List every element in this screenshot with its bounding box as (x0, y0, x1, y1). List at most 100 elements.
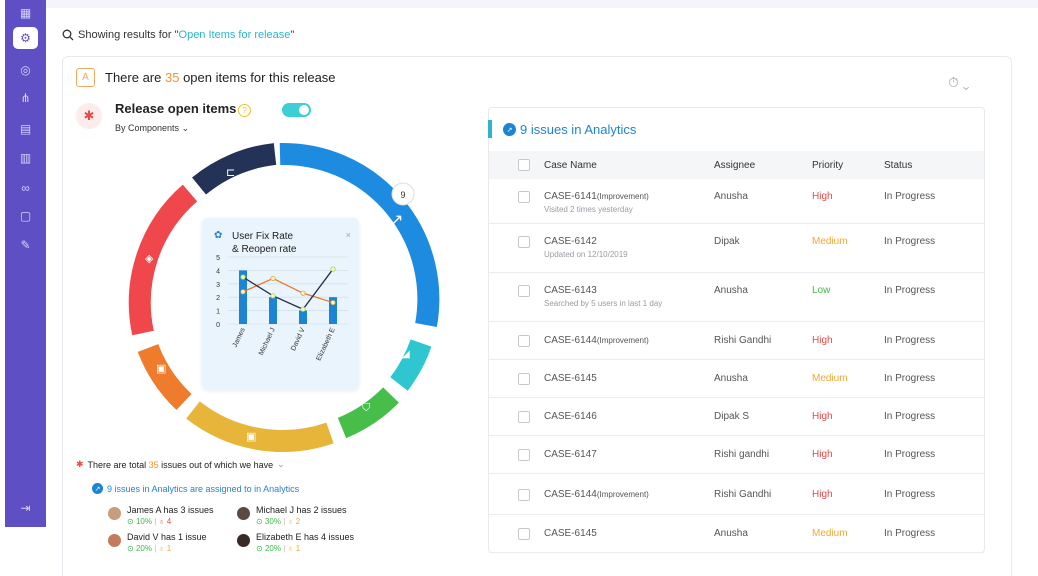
table-row[interactable]: CASE-6147 Rishi gandhi High In Progress (489, 436, 984, 474)
table-row[interactable]: CASE-6142 Updated on 12/10/2019 Dipak Mediu… (489, 224, 984, 273)
table-row[interactable]: CASE-6143 Searched by 5 users in last 1 d… (489, 273, 984, 322)
case-name[interactable]: CASE-6145 (544, 373, 597, 384)
search-query[interactable]: Open Items for release (178, 29, 291, 41)
link-icon[interactable]: ∞ (21, 181, 30, 195)
table-row[interactable]: CASE-6141(Improvement) Visited 2 times ye… (489, 179, 984, 224)
network-icon[interactable]: ⋔ (20, 91, 31, 105)
settings-dropdown-icon[interactable]: ⏱ ⌄ (948, 74, 970, 90)
donut-segment-analytics[interactable] (279, 142, 440, 327)
pin-icon[interactable]: ✎ (20, 238, 31, 252)
select-all-checkbox[interactable] (518, 159, 530, 171)
series-line (242, 277, 334, 304)
y-tick-label: 5 (216, 255, 220, 262)
donut-segment-green[interactable] (337, 387, 399, 439)
issues-title: ↗ 9 issues in Analytics (503, 122, 636, 137)
case-subtext: Updated on 12/10/2019 (544, 250, 628, 259)
target-icon[interactable]: ◎ (20, 63, 31, 77)
row-checkbox[interactable] (518, 335, 530, 347)
series-point (270, 293, 276, 299)
fix-rate-popover: ✿ User Fix Rate & Reopen rate × 0 1 2 3 4 5 Ja… (202, 218, 359, 390)
status: In Progress (884, 236, 936, 247)
popover-title: User Fix Rate & Reopen rate (232, 230, 297, 256)
table-row[interactable]: CASE-6144(Improvement) Rishi Gandhi High In… (489, 475, 984, 515)
assignee: Dipak S (714, 411, 750, 422)
reopen-count: ♁ 1 (158, 544, 172, 553)
col-priority[interactable]: Priority (812, 160, 844, 171)
row-checkbox[interactable] (518, 373, 530, 385)
summary-line[interactable]: ✱ There are total 35 issues out of which… (76, 459, 285, 470)
calendar-icon[interactable]: ▢ (19, 209, 32, 223)
case-name[interactable]: CASE-6142 (544, 236, 597, 247)
priority: High (812, 411, 833, 422)
priority: Low (812, 285, 831, 296)
donut-segment-red[interactable] (128, 184, 198, 336)
priority: High (812, 191, 833, 202)
assignee: Dipak (714, 236, 740, 247)
reopen-count: ♁ 1 (287, 544, 301, 553)
table-row[interactable]: CASE-6146 Dipak S High In Progress (489, 398, 984, 436)
priority: High (812, 335, 833, 346)
fix-rate: ⊙ 30% (256, 517, 281, 526)
row-checkbox[interactable] (518, 236, 530, 248)
case-name[interactable]: CASE-6146 (544, 411, 597, 422)
case-name[interactable]: CASE-6141(Improvement) (544, 191, 649, 202)
status: In Progress (884, 489, 936, 500)
x-tick-label: David V (290, 327, 307, 352)
bug-small-icon: ✱ (76, 459, 84, 469)
table-row[interactable]: CASE-6144(Improvement) Rishi Gandhi High In… (489, 322, 984, 360)
donut-segment-yellow[interactable] (186, 401, 334, 452)
dashboard-icon[interactable]: ▦ (19, 6, 32, 20)
issues-title-text: 9 issues in Analytics (520, 122, 637, 137)
row-checkbox[interactable] (518, 449, 530, 461)
bug-icon: ✱ (76, 103, 102, 129)
col-status[interactable]: Status (884, 160, 913, 171)
donut-segment-orange[interactable] (137, 343, 192, 410)
popover-title-line2: & Reopen rate (232, 244, 297, 255)
donut-segment-navy[interactable] (192, 143, 277, 195)
row-checkbox[interactable] (518, 489, 530, 501)
doc-search-icon: ▣ (156, 363, 166, 375)
assignee: Rishi Gandhi (714, 489, 772, 500)
assignee: Anusha (714, 191, 748, 202)
user-name: Michael J has 2 issues (256, 505, 347, 515)
col-assignee[interactable]: Assignee (714, 160, 756, 171)
panel-accent-bar (488, 120, 492, 138)
series-point (330, 266, 336, 272)
row-checkbox[interactable] (518, 528, 530, 540)
case-name[interactable]: CASE-6145 (544, 528, 597, 539)
case-name[interactable]: CASE-6144(Improvement) (544, 335, 649, 346)
release-toggle[interactable] (282, 103, 311, 117)
assignee: Anusha (714, 373, 748, 384)
help-icon[interactable]: ? (238, 104, 251, 117)
case-name[interactable]: CASE-6147 (544, 449, 597, 460)
donut-segment-teal[interactable] (390, 339, 432, 391)
row-checkbox[interactable] (518, 285, 530, 297)
row-checkbox[interactable] (518, 191, 530, 203)
priority: Medium (812, 373, 848, 384)
assignee: Anusha (714, 528, 748, 539)
gear-icon: ✿ (214, 230, 223, 241)
logout-icon[interactable]: ⇥ (20, 501, 31, 515)
group-by-dropdown[interactable]: By Components ⌄ (115, 123, 189, 134)
series-point (300, 306, 306, 312)
avatar (237, 507, 250, 520)
col-case-name[interactable]: Case Name (544, 160, 597, 171)
search-results-line: Showing results for "Open Items for rele… (62, 29, 294, 41)
table-row[interactable]: CASE-6145 Anusha Medium In Progress (489, 515, 984, 553)
status: In Progress (884, 335, 936, 346)
search-prefix: Showing results for " (78, 29, 179, 41)
chart-bar (299, 310, 307, 324)
reopen-count: ♁ 4 (158, 517, 172, 526)
table-row[interactable]: CASE-6145 Anusha Medium In Progress (489, 360, 984, 398)
chart-bar (239, 270, 247, 324)
sidebar-item-active[interactable]: ⚙ (13, 27, 38, 49)
case-name[interactable]: CASE-6143 (544, 285, 597, 296)
fix-rate-chart: 0 1 2 3 4 5 James Michael J David V Elizabeth E (216, 255, 348, 362)
popover-close-button[interactable]: × (345, 230, 351, 240)
case-name[interactable]: CASE-6144(Improvement) (544, 489, 649, 500)
popover-title-line1: User Fix Rate (232, 231, 294, 242)
report-icon[interactable]: ▥ (19, 151, 32, 165)
row-checkbox[interactable] (518, 411, 530, 423)
document-search-icon[interactable]: ▤ (19, 122, 32, 136)
alert-badge-icon: A (76, 68, 95, 87)
